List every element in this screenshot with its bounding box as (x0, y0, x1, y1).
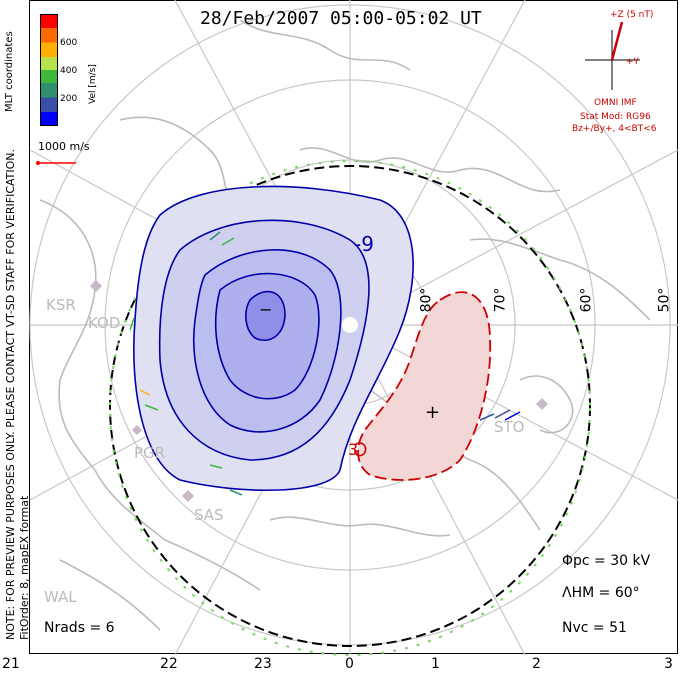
colorbar (40, 14, 58, 126)
pole-marker (342, 317, 358, 333)
stat-phi-pc: Φpc = 30 kV (562, 553, 651, 569)
fit-order-note: FitOrder: 8, mapEX format (18, 495, 31, 640)
positive-center-marker: + (425, 402, 441, 423)
imf-condition: Bz+/By+, 4<BT<6 (572, 124, 657, 134)
imf-dial (585, 21, 640, 90)
imf-z-label: +Z (5 nT) (610, 10, 654, 20)
coordinate-label: MLT coordinates (4, 31, 15, 112)
stat-n-vc: Nvc = 51 (562, 620, 627, 636)
lat-label-50: 50° (656, 287, 673, 313)
mlt-tick-21: 21 (2, 656, 20, 672)
preview-note: NOTE: FOR PREVIEW PURPOSES ONLY. PLEASE … (4, 148, 17, 640)
station-ksr: KSR (46, 296, 76, 314)
positive-contour-label: 3 (348, 440, 359, 459)
colorbar-tick-200: 200 (60, 94, 78, 104)
mlt-tick-3: 3 (664, 656, 673, 672)
velocity-vectors (129, 231, 521, 496)
lat-label-60: 60° (578, 287, 595, 313)
mlt-tick-22: 22 (160, 656, 178, 672)
colorbar-tick-600: 600 (60, 38, 78, 48)
positive-cell (357, 291, 492, 481)
map-title: 28/Feb/2007 05:00-05:02 UT (200, 8, 482, 29)
station-pgr: PGR (134, 444, 166, 462)
negative-center-marker: − (259, 300, 273, 319)
mlt-tick-0: 0 (345, 656, 354, 672)
negative-contour-label: -9 (354, 232, 374, 256)
negative-cell (133, 185, 414, 492)
imf-y-label: +Y (626, 57, 640, 67)
colorbar-tick-400: 400 (60, 66, 78, 76)
small-positive-contour (354, 442, 367, 457)
stat-n-rads: Nrads = 6 (44, 620, 115, 636)
lat-label-80: 80° (418, 287, 435, 313)
heppner-maynard-boundary (109, 165, 591, 647)
mlt-tick-23: 23 (254, 656, 272, 672)
vector-scale-label: 1000 m/s (38, 140, 90, 153)
imf-source: OMNI IMF (594, 98, 637, 108)
mlt-tick-2: 2 (532, 656, 541, 672)
stat-lambda-hm: ΛHM = 60° (562, 585, 640, 601)
station-sas: SAS (194, 506, 224, 524)
imf-stat-mod: Stat Mod: RG96 (580, 112, 651, 122)
station-markers (90, 280, 548, 502)
lat-label-70: 70° (492, 287, 509, 313)
station-sto: STO (494, 418, 525, 436)
station-kod: KOD (88, 314, 121, 332)
colorbar-label: Vel [m/s] (88, 64, 98, 104)
hm-boundary-green (109, 160, 591, 656)
mlt-tick-1: 1 (431, 656, 440, 672)
station-wal: WAL (44, 588, 77, 606)
